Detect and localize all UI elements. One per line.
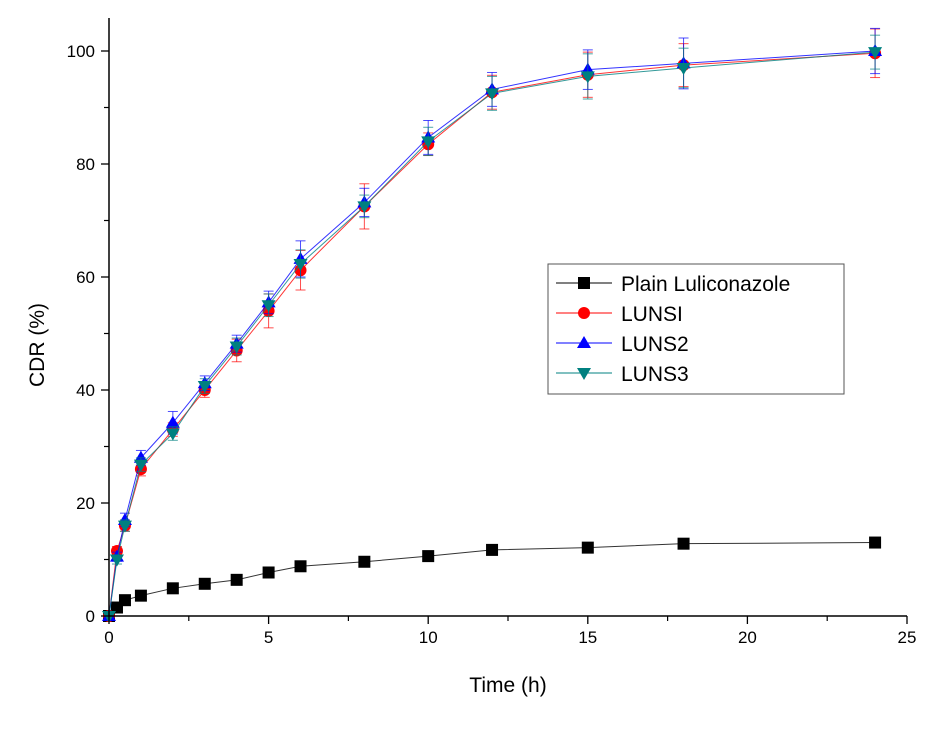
x-tick-label: 5 (264, 628, 273, 647)
y-tick-label: 60 (76, 268, 95, 287)
series-plain-luliconazole (103, 536, 882, 622)
marker-triangle-down (229, 341, 244, 354)
marker-square (869, 536, 882, 549)
marker-square (294, 560, 307, 573)
marker-triangle-down (580, 71, 595, 84)
marker-square (581, 541, 594, 554)
legend-label: LUNS2 (621, 333, 689, 356)
legend-box (547, 263, 845, 395)
x-tick-label: 0 (104, 628, 113, 647)
marker-square (677, 537, 690, 550)
marker-triangle-down (261, 300, 276, 313)
marker-triangle-down (197, 381, 212, 394)
marker-square (230, 573, 243, 586)
legend-label: LUNSI (621, 303, 683, 326)
legend-item: LUNS3 (556, 363, 689, 386)
x-tick-label: 10 (419, 628, 438, 647)
y-axis-title: CDR (%) (26, 303, 49, 387)
marker-triangle-down (357, 201, 372, 214)
marker-triangle-up (577, 336, 591, 348)
marker-triangle-down (577, 368, 591, 380)
marker-triangle-down (109, 554, 124, 567)
legend-label: LUNS3 (621, 363, 689, 386)
y-tick-label: 80 (76, 155, 95, 174)
x-tick-label: 20 (738, 628, 757, 647)
marker-square (134, 589, 147, 602)
legend-item: LUNS2 (556, 333, 689, 356)
x-tick-label: 15 (578, 628, 597, 647)
y-tick-label: 20 (76, 494, 95, 513)
plot-area (102, 27, 883, 623)
marker-square (118, 594, 131, 607)
series-luns3 (102, 34, 883, 623)
legend-label: Plain Luliconazole (621, 273, 790, 296)
marker-triangle-down (293, 259, 308, 272)
marker-triangle-down (676, 62, 691, 75)
marker-square (422, 550, 435, 563)
marker-triangle-down (421, 136, 436, 149)
legend: Plain Luliconazole LUNSI LUNS2 LUNS3 (547, 263, 845, 395)
marker-square (198, 577, 211, 590)
marker-triangle-down (165, 428, 180, 441)
y-tick-label: 100 (67, 42, 95, 61)
marker-circle (578, 307, 590, 319)
marker-triangle-down (133, 459, 148, 472)
marker-square (166, 582, 179, 595)
marker-triangle-up (165, 415, 180, 428)
marker-square (578, 277, 590, 289)
y-tick-label: 40 (76, 381, 95, 400)
marker-square (486, 543, 499, 556)
x-axis-title: Time (h) (469, 674, 546, 697)
marker-square (358, 555, 371, 568)
marker-triangle-down (485, 88, 500, 101)
x-ticks: 0 5 10 15 20 25 (104, 616, 916, 647)
x-tick-label: 25 (898, 628, 917, 647)
marker-triangle-down (117, 520, 132, 533)
marker-square (262, 566, 275, 579)
y-ticks: 0 20 40 60 80 100 (67, 42, 109, 626)
legend-item: Plain Luliconazole (556, 273, 790, 296)
marker-triangle-down (868, 47, 883, 60)
legend-item: LUNSI (556, 303, 683, 326)
y-tick-label: 0 (86, 607, 95, 626)
